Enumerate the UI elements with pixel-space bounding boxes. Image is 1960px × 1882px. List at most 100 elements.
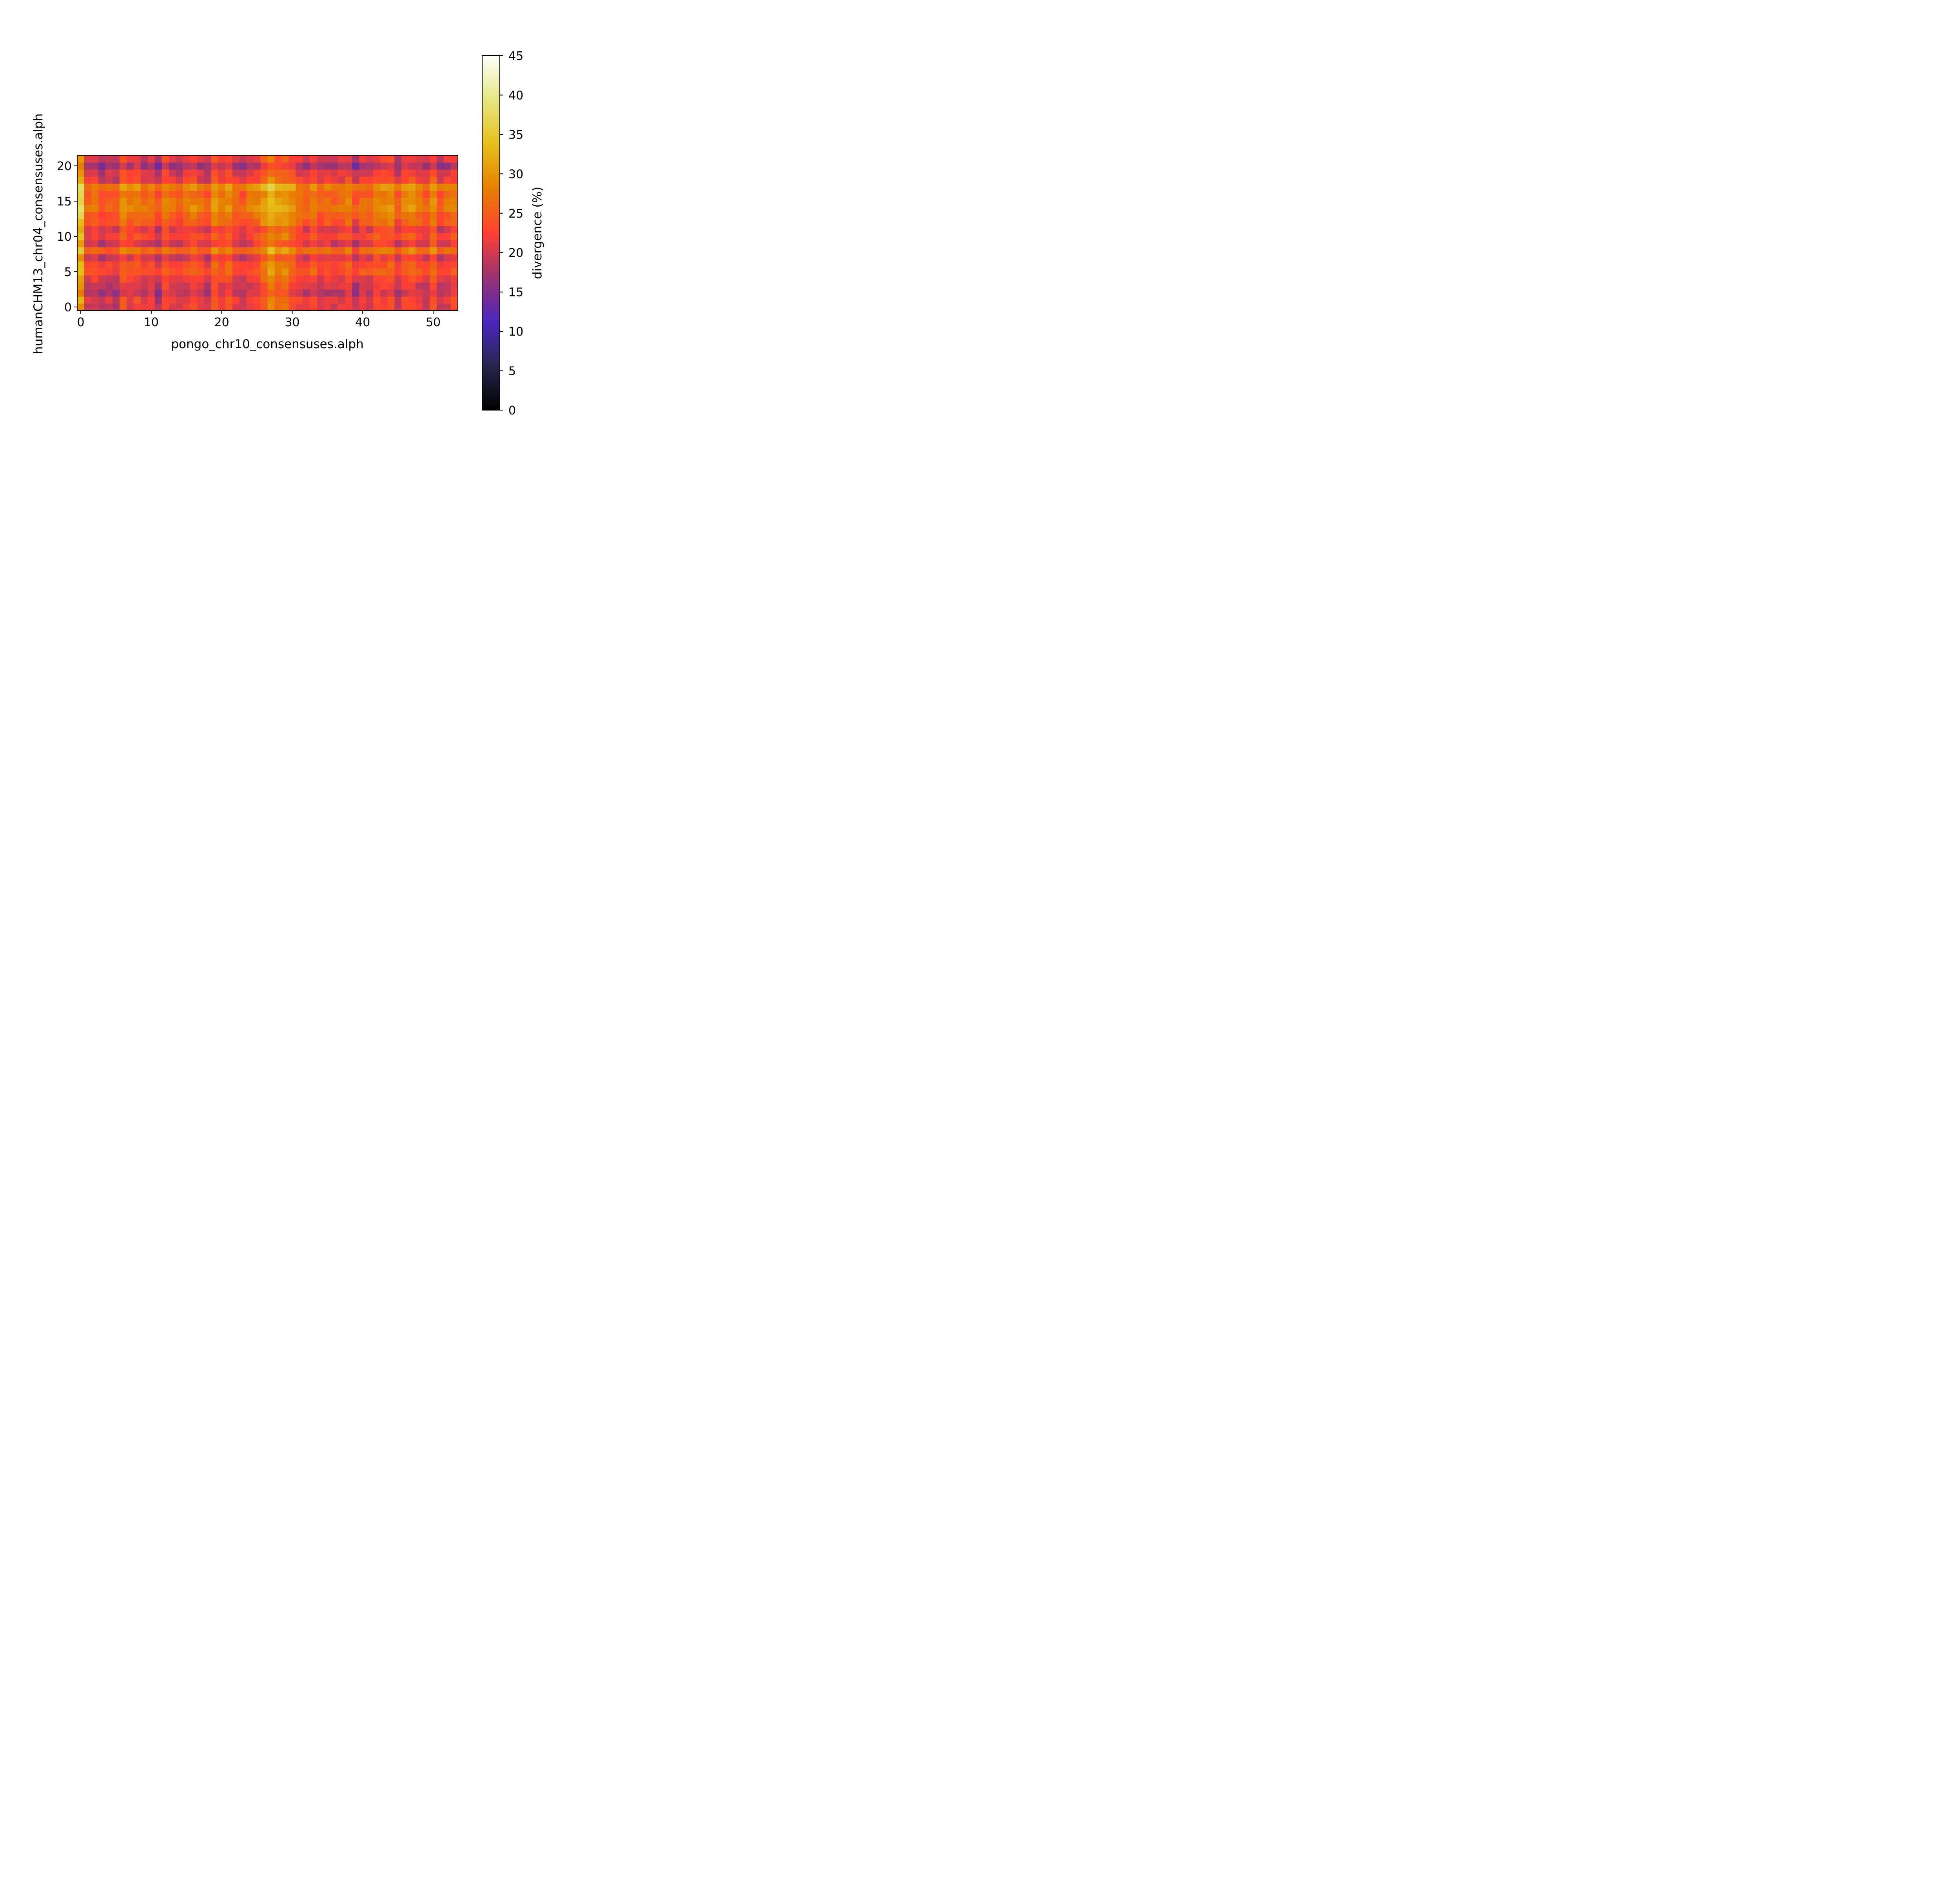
heatmap-cell: [380, 198, 388, 205]
heatmap-cell: [183, 212, 191, 219]
heatmap-cell: [112, 205, 120, 212]
heatmap-cell: [317, 155, 324, 163]
heatmap-cell: [408, 212, 416, 219]
heatmap-cell: [289, 296, 296, 304]
heatmap-cell: [197, 155, 205, 163]
heatmap-cell: [204, 183, 212, 191]
heatmap-cell: [394, 219, 402, 226]
heatmap-cell: [366, 282, 374, 290]
heatmap-cell: [281, 254, 289, 262]
heatmap-cell: [84, 289, 92, 297]
heatmap-cell: [133, 268, 141, 276]
heatmap-cell: [154, 226, 162, 233]
heatmap-cell: [126, 282, 134, 290]
heatmap-cell: [303, 233, 310, 240]
heatmap-cell: [338, 261, 345, 269]
heatmap-cell: [84, 212, 92, 219]
heatmap-cell: [331, 240, 338, 247]
heatmap-cell: [289, 240, 296, 247]
heatmap-cell: [260, 247, 268, 254]
heatmap-cell: [84, 191, 92, 198]
heatmap-cell: [451, 219, 458, 226]
heatmap-cell: [267, 289, 275, 297]
heatmap-cell: [451, 275, 458, 283]
heatmap-cell: [162, 275, 169, 283]
heatmap-cell: [91, 233, 99, 240]
heatmap-cell: [373, 155, 381, 163]
heatmap-cell: [408, 162, 416, 170]
heatmap-cell: [204, 162, 212, 170]
heatmap-cell: [451, 254, 458, 262]
heatmap-cell: [126, 226, 134, 233]
heatmap-cell: [317, 183, 324, 191]
heatmap-cell: [126, 268, 134, 276]
heatmap-cell: [105, 254, 113, 262]
heatmap-cell: [154, 268, 162, 276]
heatmap-cell: [317, 176, 324, 184]
heatmap-cell: [105, 233, 113, 240]
heatmap-cell: [77, 268, 85, 276]
heatmap-cell: [345, 183, 352, 191]
heatmap-cell: [352, 261, 359, 269]
heatmap-cell: [105, 162, 113, 170]
heatmap-cell: [303, 275, 310, 283]
heatmap-cell: [154, 155, 162, 163]
heatmap-cell: [183, 268, 191, 276]
heatmap-cell: [359, 191, 367, 198]
heatmap-cell: [289, 155, 296, 163]
heatmap-cell: [211, 219, 219, 226]
heatmap-cell: [246, 275, 254, 283]
colorbar-tick-label: 15: [508, 286, 523, 300]
heatmap-cell: [119, 176, 127, 184]
heatmap-cell: [289, 268, 296, 276]
heatmap-cell: [267, 303, 275, 311]
heatmap-cell: [253, 233, 261, 240]
heatmap-cell: [451, 247, 458, 254]
heatmap-cell: [211, 155, 219, 163]
heatmap-cell: [359, 282, 367, 290]
heatmap-cell: [140, 240, 148, 247]
x-axis-ticks: 0 10 20 30 40 50: [77, 311, 441, 329]
heatmap-cell: [437, 198, 444, 205]
heatmap-cell: [154, 254, 162, 262]
heatmap-cell: [437, 247, 444, 254]
heatmap-cell: [154, 176, 162, 184]
heatmap-cell: [140, 205, 148, 212]
x-tick-label: 20: [214, 316, 229, 329]
heatmap-cell: [183, 191, 191, 198]
heatmap-cell: [324, 296, 331, 304]
heatmap-cell: [190, 183, 198, 191]
heatmap-cell: [366, 176, 374, 184]
heatmap-cell: [225, 155, 233, 163]
heatmap-cell: [444, 205, 451, 212]
heatmap-cell: [204, 233, 212, 240]
heatmap-cell: [296, 282, 303, 290]
heatmap-cell: [352, 155, 359, 163]
heatmap-cell: [190, 289, 198, 297]
heatmap-cell: [140, 162, 148, 170]
colorbar-tick-label: 0: [508, 404, 516, 418]
heatmap-cell: [408, 247, 416, 254]
heatmap-cell: [267, 254, 275, 262]
heatmap-cell: [366, 205, 374, 212]
heatmap-cell: [225, 268, 233, 276]
heatmap-cell: [416, 219, 423, 226]
heatmap-cell: [119, 303, 127, 311]
heatmap-cell: [366, 240, 374, 247]
heatmap-cell: [77, 233, 85, 240]
heatmap-cell: [218, 191, 226, 198]
heatmap-cell: [190, 303, 198, 311]
heatmap-cell: [126, 289, 134, 297]
heatmap-cell: [176, 191, 183, 198]
heatmap-cell: [126, 240, 134, 247]
heatmap-cell: [416, 261, 423, 269]
heatmap-cell: [147, 303, 155, 311]
heatmap-cell: [430, 296, 437, 304]
heatmap-cell: [317, 247, 324, 254]
colorbar-label: divergence (%): [530, 187, 544, 279]
heatmap-cell: [310, 254, 317, 262]
heatmap-cell: [366, 296, 374, 304]
heatmap-cell: [394, 261, 402, 269]
heatmap-cell: [126, 198, 134, 205]
heatmap-cell: [147, 191, 155, 198]
